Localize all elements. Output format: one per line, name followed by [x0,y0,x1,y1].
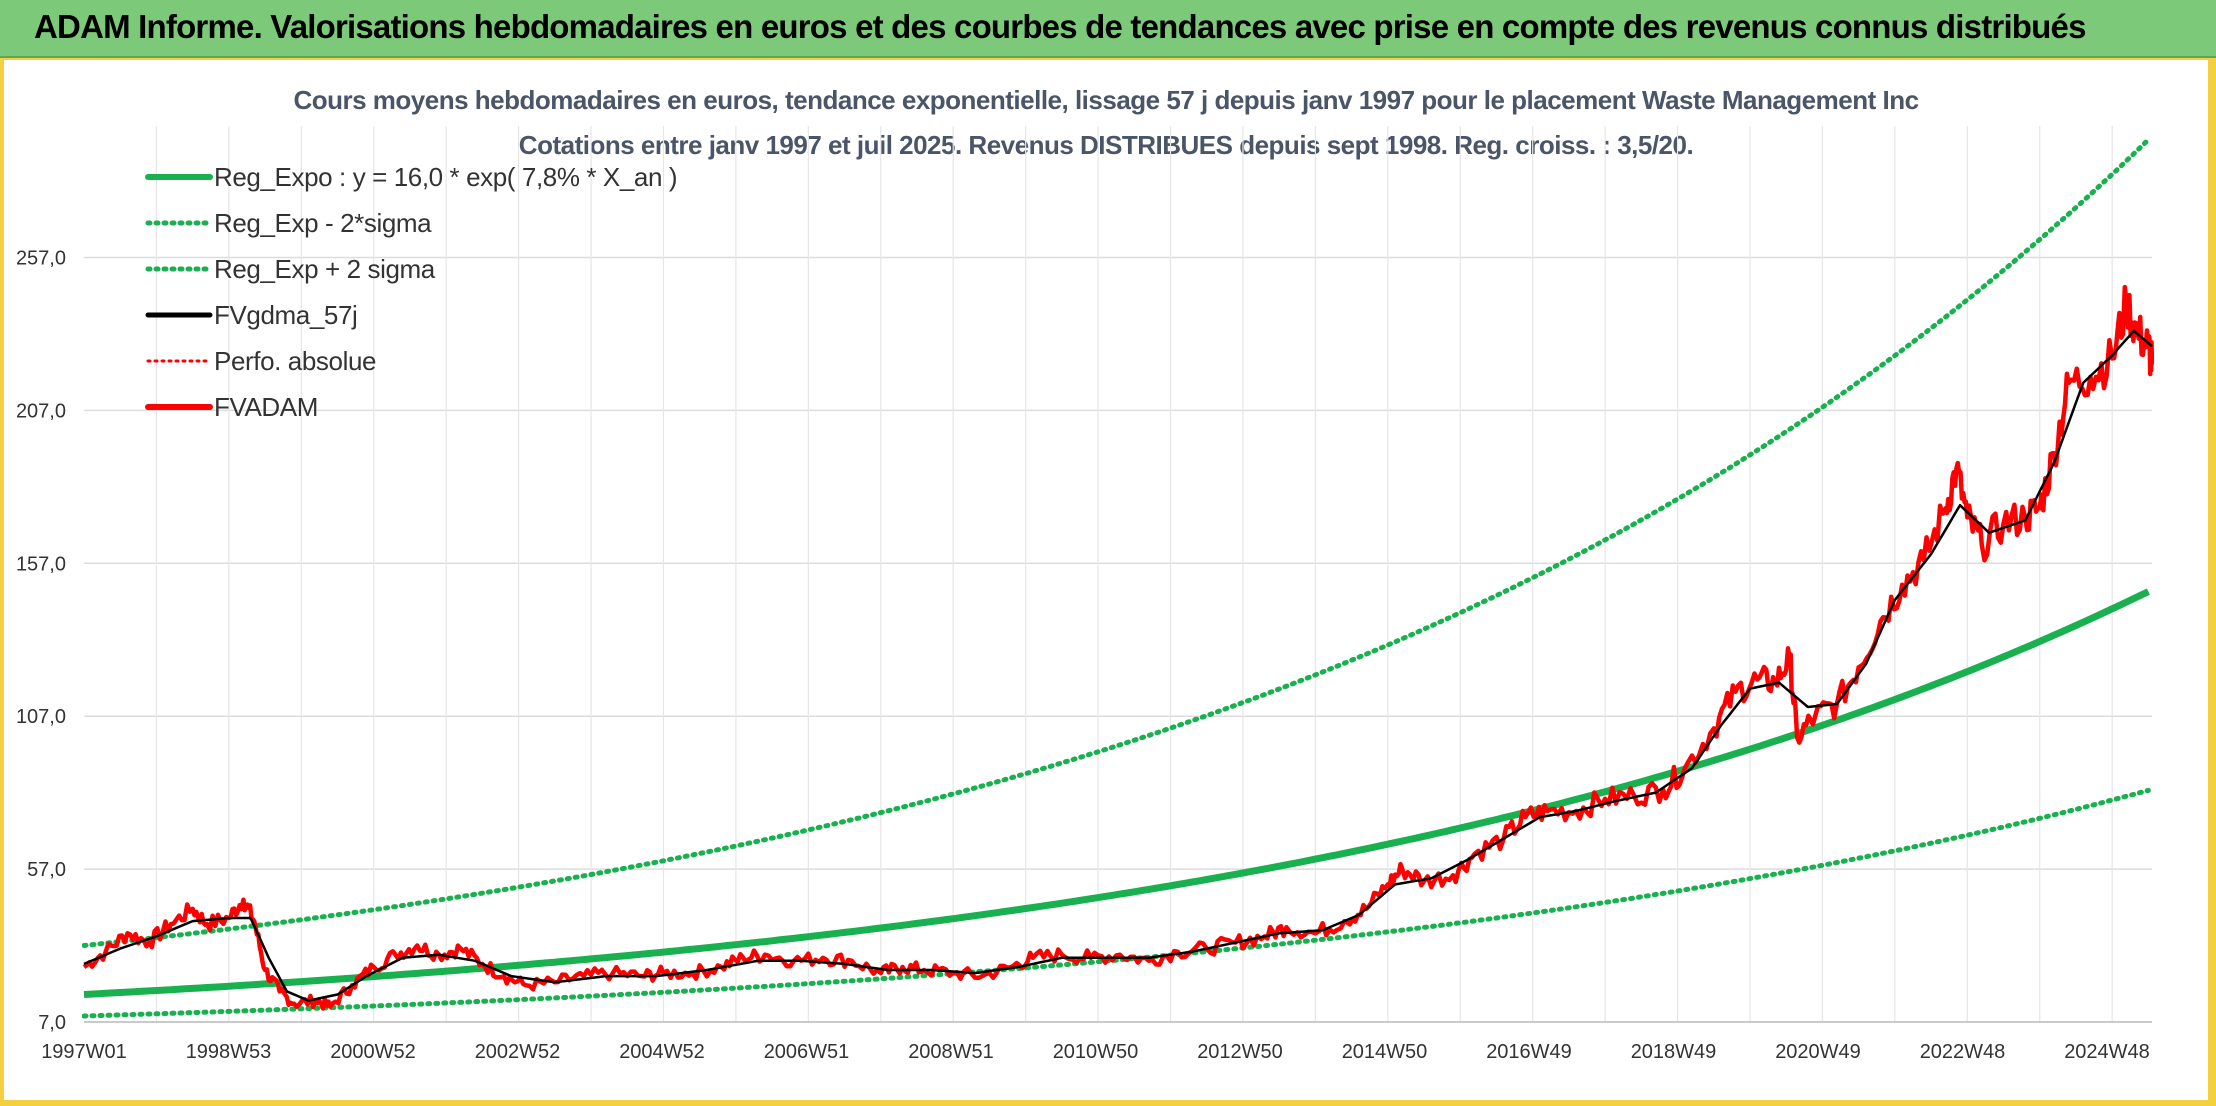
y-tick-label: 257,0 [16,247,66,269]
chart-legend: Reg_Expo : y = 16,0 * exp( 7,8% * X_an )… [145,162,678,422]
x-tick-label: 2012W50 [1197,1041,1283,1063]
y-tick-label: 207,0 [16,400,66,422]
fvgdma-57j-line [83,329,2153,1002]
x-tick-label: 2020W49 [1775,1041,1861,1063]
report-header: ADAM Informe. Valorisations hebdomadaire… [0,0,2216,58]
legend-label: Reg_Exp - 2*sigma [214,208,432,238]
legend-label: Perfo. absolue [214,346,376,376]
chart-title-line2: Cotations entre janv 1997 et juil 2025. … [519,130,1693,160]
x-tick-label: 1997W01 [41,1041,127,1063]
reg-expo-line [83,588,2150,998]
y-tick-label: 7,0 [38,1012,66,1034]
chart-panel: Cours moyens hebdomadaires en euros, ten… [4,60,2208,1100]
trend-chart: Cours moyens hebdomadaires en euros, ten… [16,85,2154,1063]
report-title: ADAM Informe. Valorisations hebdomadaire… [34,8,2086,45]
x-tick-label: 2016W49 [1486,1041,1572,1063]
x-tick-label: 2006W51 [764,1041,850,1063]
chart-grid [84,126,2152,1023]
chart-series [82,137,2154,1019]
x-tick-label: 2008W51 [908,1041,994,1063]
legend-label: Reg_Expo : y = 16,0 * exp( 7,8% * X_an ) [214,162,677,192]
legend-label: Reg_Exp + 2 sigma [214,254,436,284]
x-tick-label: 1998W53 [186,1041,272,1063]
x-tick-label: 2024W48 [2064,1041,2150,1063]
x-axis-ticks: 1997W01 1998W53 2000W52 2002W52 2004W52 2006W… [41,1041,2150,1063]
x-tick-label: 2004W52 [619,1041,705,1063]
reg-exp-plus-2sigma-line [82,137,2151,948]
legend-label: FVgdma_57j [214,300,357,330]
x-tick-label: 2014W50 [1342,1041,1428,1063]
x-tick-label: 2018W49 [1631,1041,1717,1063]
legend-label: FVADAM [214,392,318,422]
x-tick-label: 2022W48 [1920,1041,2006,1063]
x-tick-label: 2010W50 [1053,1041,1139,1063]
reg-exp-minus-2sigma-line [82,787,2151,1019]
fvadam-line [82,284,2154,1011]
x-tick-label: 2000W52 [330,1041,416,1063]
chart-title-line1: Cours moyens hebdomadaires en euros, ten… [293,85,1918,115]
x-tick-label: 2002W52 [475,1041,561,1063]
y-axis-ticks: 7,0 57,0 107,0 157,0 207,0 257,0 [16,247,66,1034]
y-tick-label: 57,0 [27,859,66,881]
y-tick-label: 157,0 [16,553,66,575]
y-tick-label: 107,0 [16,706,66,728]
